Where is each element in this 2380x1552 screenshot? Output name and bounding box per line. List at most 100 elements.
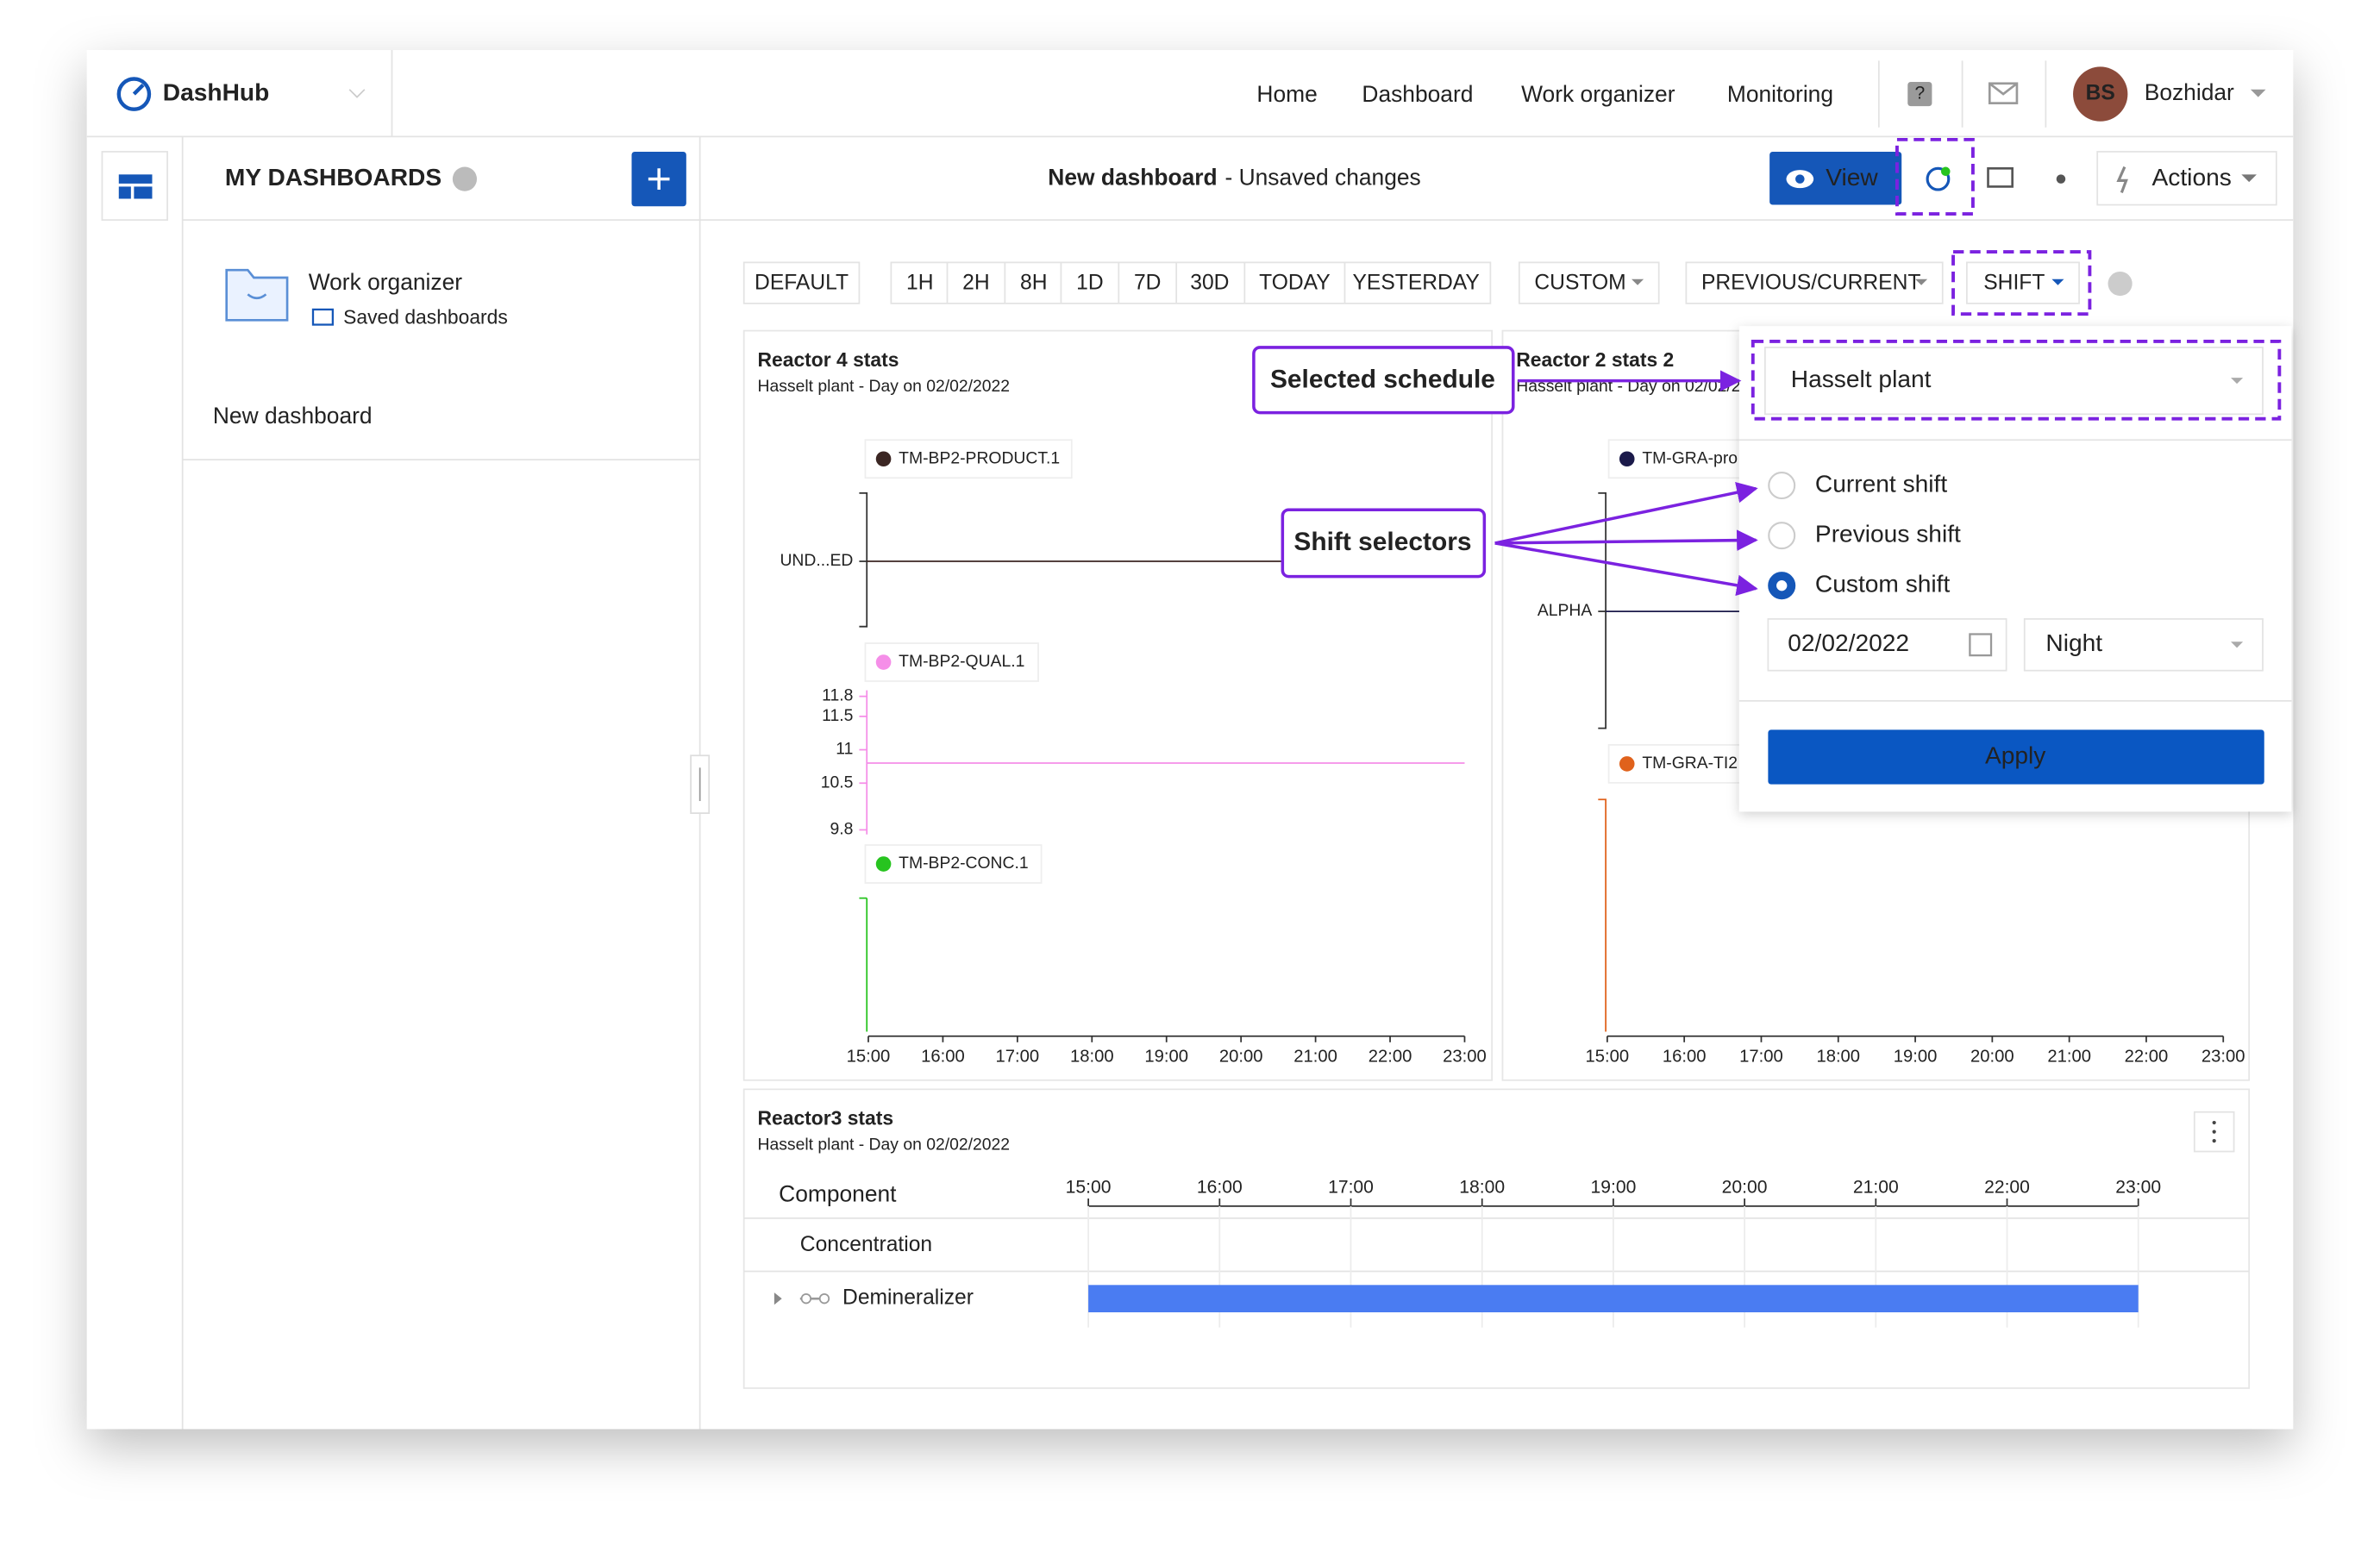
rail-icon-c — [134, 186, 153, 199]
range-label[interactable]: 7D — [1134, 272, 1161, 295]
time-label: 18:00 — [1459, 1177, 1505, 1197]
range-button[interactable] — [1966, 261, 2080, 304]
radio-label[interactable]: Previous shift — [1815, 521, 1961, 548]
folder-face — [247, 293, 267, 300]
avatar[interactable] — [2073, 66, 2128, 122]
rail-button[interactable] — [101, 151, 168, 222]
shift-value: Night — [2045, 629, 2102, 656]
radio-label[interactable]: Custom shift — [1815, 571, 1951, 598]
rail-icon-a — [118, 174, 153, 184]
folder-icon — [225, 268, 289, 322]
range-button[interactable] — [1685, 261, 1944, 304]
custom-caret — [1632, 278, 1644, 285]
range-label: DEFAULT — [755, 272, 849, 295]
radio-label[interactable]: Current shift — [1815, 470, 1947, 497]
annotation-box — [1281, 508, 1487, 579]
actions-caret — [2241, 174, 2257, 183]
x-tick-label: 23:00 — [1443, 1048, 1487, 1067]
widget-menu[interactable] — [2193, 1111, 2235, 1153]
x-tick-label: 20:00 — [1970, 1048, 2014, 1067]
column-header: Component — [779, 1180, 897, 1206]
annotation-box — [1252, 346, 1515, 415]
sidebar-title: MY DASHBOARDS — [225, 164, 442, 191]
view-button[interactable] — [1769, 151, 1902, 205]
x-tick-label: 18:00 — [1816, 1048, 1860, 1067]
apply-button[interactable] — [1768, 729, 2264, 785]
time-label: 16:00 — [1197, 1177, 1243, 1197]
timeline-bar — [1088, 1285, 2139, 1312]
user-caret — [2250, 89, 2266, 97]
widget-subtitle: Hasselt plant - Day on 02/02/2022 — [758, 1136, 1010, 1155]
range-label[interactable]: 2H — [962, 272, 989, 295]
live-icon[interactable] — [2056, 174, 2066, 184]
range-label[interactable]: 8H — [1020, 272, 1047, 295]
annotation-arrow — [1494, 529, 1758, 551]
range-label[interactable]: YESTERDAY — [1352, 272, 1479, 295]
series-dot — [875, 856, 892, 872]
small-folder — [311, 308, 335, 326]
range-label[interactable]: 30D — [1190, 272, 1229, 295]
avatar-initials: BS — [2086, 82, 2115, 105]
x-tick-label: 18:00 — [1070, 1048, 1114, 1067]
menu-dot — [2212, 1139, 2216, 1143]
series-name: TM-GRA-TI2 — [1642, 754, 1738, 773]
annotation-arrow — [1494, 541, 1758, 597]
x-tick-label: 17:00 — [996, 1048, 1040, 1067]
widget-title: Reactor 2 stats 2 — [1516, 348, 1674, 371]
series-dot — [875, 654, 892, 670]
folder-name: Work organizer — [309, 269, 463, 295]
date-value: 02/02/2022 — [1788, 629, 1909, 656]
apply-label: Apply — [1985, 742, 2046, 768]
menu-dot — [2212, 1130, 2216, 1134]
folder-link[interactable]: Saved dashboards — [343, 306, 508, 329]
x-tick-label: 21:00 — [2047, 1048, 2091, 1067]
radio[interactable] — [1768, 522, 1796, 550]
select-caret — [2231, 378, 2244, 385]
brand: DashHub — [163, 79, 270, 106]
x-tick-label: 20:00 — [1219, 1048, 1263, 1067]
x-tick-label: 23:00 — [2202, 1048, 2245, 1067]
user-name[interactable]: Bozhidar — [2145, 79, 2234, 105]
nav-link[interactable]: Dashboard — [1362, 81, 1473, 107]
cast-icon[interactable] — [1987, 166, 2014, 188]
shift-select[interactable] — [2023, 618, 2264, 672]
pc-caret — [1915, 278, 1928, 285]
x-tick-label: 17:00 — [1739, 1048, 1783, 1067]
row-label: Concentration — [800, 1233, 932, 1256]
clock-dot — [1940, 166, 1951, 177]
y-tick-label: 10.5 — [821, 773, 854, 792]
range-label: PREVIOUS/CURRENT — [1701, 272, 1921, 295]
range-button[interactable] — [742, 261, 861, 304]
component-node — [818, 1293, 830, 1305]
schedule-select[interactable] — [1763, 347, 2264, 416]
shift-clock[interactable] — [1926, 166, 1951, 191]
dashboard-item[interactable]: New dashboard — [213, 403, 373, 429]
x-tick-label: 19:00 — [1894, 1048, 1938, 1067]
radio[interactable] — [1768, 472, 1796, 500]
help-icon[interactable] — [1907, 82, 1932, 107]
radio-dot — [1776, 580, 1788, 591]
series-tag — [864, 642, 1039, 682]
shift-caret — [2051, 278, 2064, 285]
range-label[interactable]: TODAY — [1259, 272, 1331, 295]
series-name: TM-BP2-QUAL.1 — [899, 652, 1024, 671]
select-caret — [2231, 641, 2244, 648]
range-label[interactable]: 1H — [906, 272, 933, 295]
date-input[interactable] — [1767, 618, 2007, 672]
logo-needle — [132, 83, 145, 96]
annotation: Selected schedule — [1270, 366, 1495, 394]
y-category-label: UND...ED — [780, 551, 853, 570]
plus — [648, 168, 670, 190]
range-label[interactable]: 1D — [1076, 272, 1103, 295]
nav-link[interactable]: Home — [1256, 81, 1317, 107]
expand-caret[interactable] — [774, 1292, 782, 1305]
nav-link[interactable]: Monitoring — [1727, 81, 1833, 107]
menu-dot — [2212, 1120, 2216, 1125]
mail-icon[interactable] — [1988, 82, 2019, 104]
time-label: 20:00 — [1722, 1177, 1768, 1197]
widget-panel — [742, 329, 1494, 1081]
nav-link[interactable]: Work organizer — [1521, 81, 1675, 107]
x-tick-label: 22:00 — [2125, 1048, 2169, 1067]
